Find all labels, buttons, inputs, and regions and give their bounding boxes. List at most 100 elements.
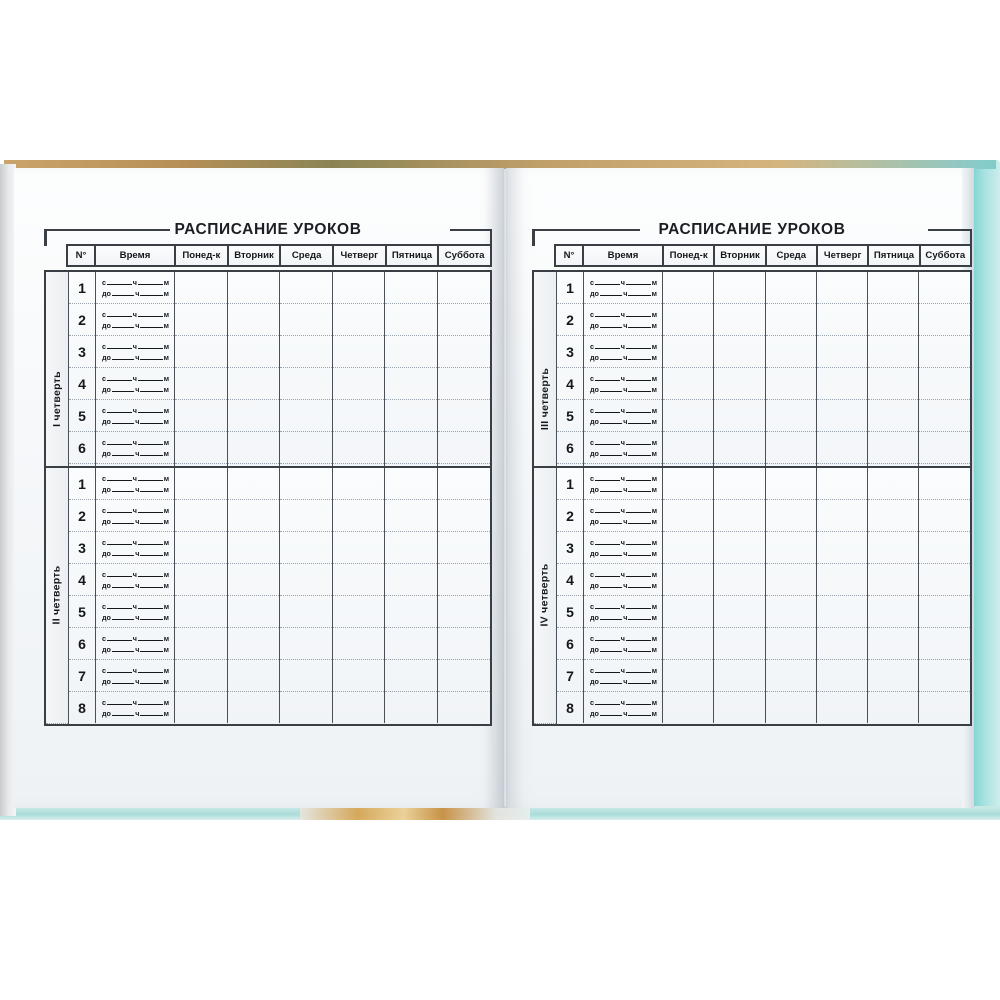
- lesson-cell-2[interactable]: [713, 563, 766, 596]
- minute-blank[interactable]: [628, 645, 651, 652]
- lesson-cell-3[interactable]: [279, 468, 333, 500]
- lesson-time-cell[interactable]: с ч м до ч м: [583, 563, 663, 596]
- hour-blank[interactable]: [107, 374, 132, 381]
- hour-blank[interactable]: [111, 645, 135, 652]
- lesson-time-cell[interactable]: с ч м до ч м: [583, 531, 663, 564]
- lesson-cell-5[interactable]: [867, 563, 920, 596]
- lesson-cell-2[interactable]: [227, 627, 281, 660]
- lesson-time-cell[interactable]: с ч м до ч м: [583, 431, 663, 464]
- lesson-cell-4[interactable]: [816, 563, 869, 596]
- lesson-time-cell[interactable]: с ч м до ч м: [95, 468, 175, 500]
- lesson-cell-5[interactable]: [384, 431, 438, 464]
- lesson-cell-3[interactable]: [765, 595, 817, 628]
- lesson-cell-1[interactable]: [662, 367, 715, 400]
- lesson-cell-4[interactable]: [816, 399, 869, 432]
- minute-blank[interactable]: [628, 581, 651, 588]
- lesson-cell-3[interactable]: [765, 691, 817, 723]
- lesson-cell-3[interactable]: [279, 499, 333, 532]
- minute-blank[interactable]: [137, 698, 163, 705]
- minute-blank[interactable]: [628, 613, 651, 620]
- lesson-cell-6[interactable]: [437, 468, 490, 500]
- lesson-cell-2[interactable]: [227, 499, 281, 532]
- lesson-cell-6[interactable]: [437, 627, 490, 660]
- hour-blank[interactable]: [599, 517, 623, 524]
- lesson-cell-3[interactable]: [765, 335, 817, 368]
- minute-blank[interactable]: [140, 289, 163, 296]
- minute-blank[interactable]: [628, 677, 651, 684]
- lesson-cell-4[interactable]: [332, 303, 386, 336]
- lesson-time-cell[interactable]: с ч м до ч м: [95, 335, 175, 368]
- minute-blank[interactable]: [625, 666, 651, 673]
- lesson-time-cell[interactable]: с ч м до ч м: [583, 303, 663, 336]
- hour-blank[interactable]: [111, 549, 135, 556]
- hour-blank[interactable]: [599, 581, 623, 588]
- lesson-cell-3[interactable]: [279, 272, 333, 304]
- hour-blank[interactable]: [595, 634, 620, 641]
- lesson-cell-6[interactable]: [437, 595, 490, 628]
- lesson-cell-6[interactable]: [437, 272, 490, 304]
- hour-blank[interactable]: [107, 474, 132, 481]
- hour-blank[interactable]: [595, 474, 620, 481]
- minute-blank[interactable]: [140, 517, 163, 524]
- lesson-cell-6[interactable]: [918, 399, 970, 432]
- lesson-cell-3[interactable]: [279, 595, 333, 628]
- lesson-time-cell[interactable]: с ч м до ч м: [95, 499, 175, 532]
- lesson-cell-3[interactable]: [765, 531, 817, 564]
- hour-blank[interactable]: [599, 677, 623, 684]
- hour-blank[interactable]: [111, 581, 135, 588]
- lesson-time-cell[interactable]: с ч м до ч м: [95, 531, 175, 564]
- lesson-cell-6[interactable]: [437, 431, 490, 464]
- lesson-cell-3[interactable]: [765, 659, 817, 692]
- lesson-cell-3[interactable]: [765, 272, 817, 304]
- lesson-cell-5[interactable]: [867, 431, 920, 464]
- minute-blank[interactable]: [628, 289, 651, 296]
- hour-blank[interactable]: [595, 698, 620, 705]
- lesson-cell-1[interactable]: [174, 627, 228, 660]
- lesson-cell-4[interactable]: [816, 272, 869, 304]
- lesson-cell-1[interactable]: [662, 531, 715, 564]
- minute-blank[interactable]: [137, 634, 163, 641]
- lesson-cell-1[interactable]: [174, 499, 228, 532]
- lesson-cell-5[interactable]: [867, 303, 920, 336]
- lesson-cell-2[interactable]: [713, 531, 766, 564]
- lesson-cell-2[interactable]: [713, 399, 766, 432]
- hour-blank[interactable]: [107, 666, 132, 673]
- hour-blank[interactable]: [111, 289, 135, 296]
- lesson-cell-6[interactable]: [437, 659, 490, 692]
- lesson-cell-2[interactable]: [227, 563, 281, 596]
- lesson-cell-1[interactable]: [174, 303, 228, 336]
- lesson-cell-2[interactable]: [227, 468, 281, 500]
- minute-blank[interactable]: [140, 321, 163, 328]
- lesson-cell-3[interactable]: [279, 431, 333, 464]
- lesson-cell-6[interactable]: [437, 335, 490, 368]
- lesson-cell-6[interactable]: [918, 367, 970, 400]
- minute-blank[interactable]: [625, 438, 651, 445]
- lesson-time-cell[interactable]: с ч м до ч м: [95, 563, 175, 596]
- lesson-cell-5[interactable]: [867, 468, 920, 500]
- lesson-cell-4[interactable]: [816, 431, 869, 464]
- hour-blank[interactable]: [111, 677, 135, 684]
- lesson-cell-1[interactable]: [662, 627, 715, 660]
- lesson-cell-2[interactable]: [227, 272, 281, 304]
- lesson-cell-2[interactable]: [713, 431, 766, 464]
- minute-blank[interactable]: [628, 549, 651, 556]
- minute-blank[interactable]: [625, 538, 651, 545]
- lesson-cell-4[interactable]: [332, 468, 386, 500]
- lesson-cell-6[interactable]: [437, 692, 490, 724]
- hour-blank[interactable]: [599, 449, 623, 456]
- minute-blank[interactable]: [628, 417, 651, 424]
- lesson-cell-4[interactable]: [332, 691, 386, 723]
- lesson-cell-2[interactable]: [227, 431, 281, 464]
- lesson-cell-3[interactable]: [279, 659, 333, 692]
- minute-blank[interactable]: [628, 353, 651, 360]
- minute-blank[interactable]: [628, 385, 651, 392]
- lesson-cell-5[interactable]: [867, 595, 920, 628]
- lesson-cell-4[interactable]: [332, 499, 386, 532]
- lesson-cell-6[interactable]: [437, 499, 490, 532]
- lesson-time-cell[interactable]: с ч м до ч м: [95, 303, 175, 336]
- minute-blank[interactable]: [137, 438, 163, 445]
- minute-blank[interactable]: [625, 506, 651, 513]
- hour-blank[interactable]: [595, 506, 620, 513]
- lesson-cell-6[interactable]: [437, 303, 490, 336]
- lesson-cell-3[interactable]: [279, 303, 333, 336]
